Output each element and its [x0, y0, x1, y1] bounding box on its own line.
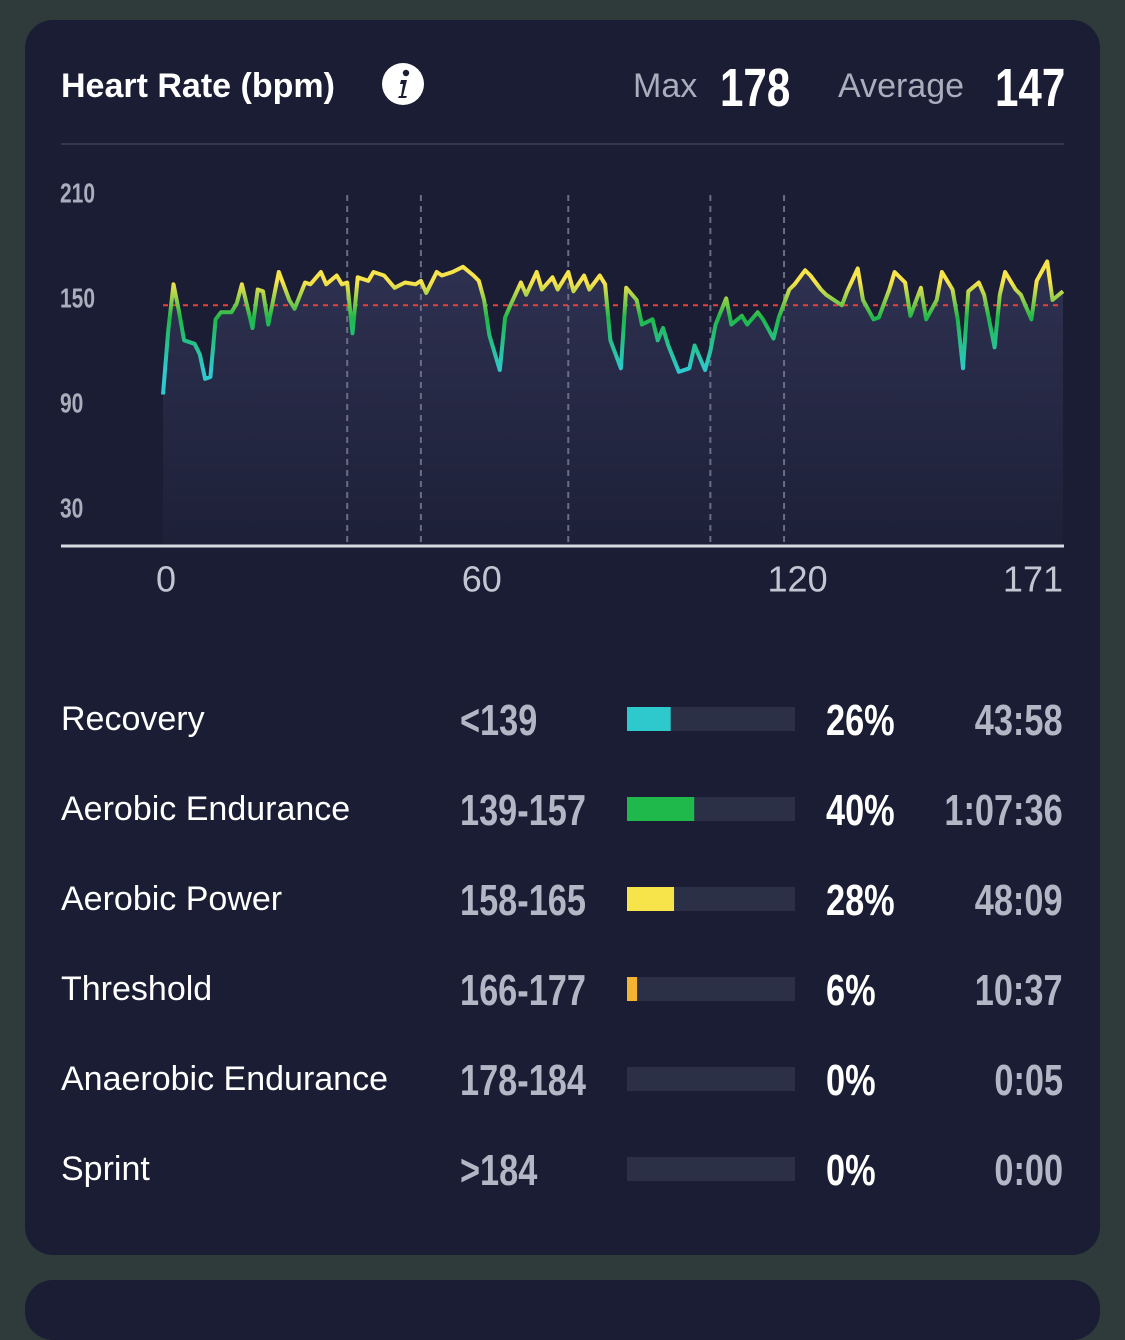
zone-percent: 26%	[826, 699, 914, 743]
zone-percent: 0%	[826, 1059, 890, 1103]
y-tick-label: 150	[60, 284, 95, 315]
zone-percent: 40%	[826, 789, 914, 833]
average-label: Average	[838, 67, 965, 105]
zone-range: >184	[460, 1149, 559, 1193]
zone-range: <139	[460, 699, 559, 743]
zone-percent: 0%	[826, 1149, 890, 1193]
zone-percent-text: 40%	[826, 786, 895, 835]
zone-name: Aerobic Endurance	[61, 790, 351, 828]
zone-percent-text: 0%	[826, 1146, 876, 1195]
average-value-text: 147	[995, 58, 1066, 118]
zone-time: 48:09	[950, 879, 1063, 923]
zone-range-text: 166-177	[460, 966, 586, 1015]
zone-percent: 28%	[826, 879, 914, 923]
zone-time-text: 43:58	[975, 696, 1063, 745]
zone-percent: 6%	[826, 969, 890, 1013]
heart-rate-line	[161, 259, 1065, 395]
max-value-text: 178	[720, 58, 791, 118]
zone-percent-text: 0%	[826, 1056, 876, 1105]
zone-percent-text: 6%	[826, 966, 876, 1015]
zone-percent-text: 26%	[826, 696, 895, 745]
y-tick-label: 90	[60, 389, 83, 420]
zone-range: 158-165	[460, 879, 621, 923]
zone-time: 0:05	[975, 1059, 1063, 1103]
zone-name: Sprint	[61, 1150, 150, 1188]
max-value: 178	[720, 61, 810, 115]
info-icon[interactable]	[382, 63, 424, 105]
x-tick-label: 60	[462, 559, 502, 600]
x-tick-label: 120	[768, 559, 828, 600]
area-under-line	[163, 261, 1063, 545]
zone-time-text: 0:05	[994, 1056, 1063, 1105]
zone-range: 178-184	[460, 1059, 621, 1103]
zone-range-text: 178-184	[460, 1056, 586, 1105]
x-tick-label: 0	[156, 559, 176, 600]
card-title: Heart Rate (bpm)	[61, 67, 335, 105]
zone-time-text: 1:07:36	[944, 786, 1063, 835]
x-tick-label: 171	[1003, 559, 1063, 600]
zone-time: 10:37	[950, 969, 1063, 1013]
zone-time-text: 0:00	[994, 1146, 1063, 1195]
average-value: 147	[995, 61, 1085, 115]
zone-range: 139-157	[460, 789, 621, 833]
zone-time-text: 48:09	[975, 876, 1063, 925]
zone-range: 166-177	[460, 969, 621, 1013]
zone-time-text: 10:37	[975, 966, 1063, 1015]
zone-time: 1:07:36	[911, 789, 1063, 833]
zone-range-text: 158-165	[460, 876, 586, 925]
chart: 30 90 150 210 0 60 120 171	[60, 63, 1065, 600]
max-label: Max	[633, 67, 698, 105]
zone-name: Aerobic Power	[61, 880, 283, 918]
zone-name: Recovery	[61, 700, 205, 738]
zone-name: Anaerobic Endurance	[61, 1060, 389, 1098]
zone-time: 43:58	[950, 699, 1063, 743]
y-tick-label: 210	[60, 179, 95, 210]
heart-rate-card	[25, 20, 1100, 1255]
zone-range-text: <139	[460, 696, 538, 745]
next-card	[25, 1280, 1100, 1340]
zone-percent-text: 28%	[826, 876, 895, 925]
zone-name: Threshold	[61, 970, 213, 1008]
zone-range-text: 139-157	[460, 786, 586, 835]
y-tick-label: 30	[60, 494, 83, 525]
zone-range-text: >184	[460, 1146, 538, 1195]
zone-time: 0:00	[975, 1149, 1063, 1193]
